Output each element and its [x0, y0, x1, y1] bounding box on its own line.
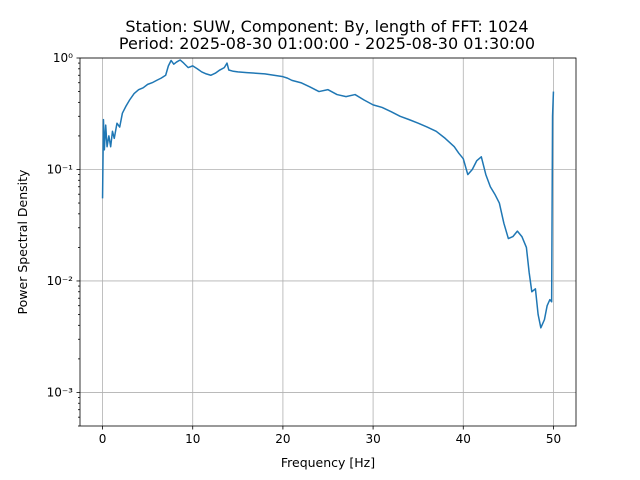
- y-tick-label: 10⁻²: [47, 274, 74, 288]
- x-axis-label: Frequency [Hz]: [281, 455, 375, 470]
- x-tick-label: 10: [185, 432, 200, 446]
- grid: [80, 57, 576, 426]
- plot-frame: [79, 57, 577, 427]
- y-tick-label: 10⁻³: [47, 385, 74, 399]
- y-tick-label: 10⁰: [53, 51, 73, 65]
- chart-title: Station: SUW, Component: By, length of F…: [125, 17, 528, 36]
- y-axis-label: Power Spectral Density: [15, 169, 30, 314]
- x-tick-label: 0: [99, 432, 107, 446]
- chart-subtitle: Period: 2025-08-30 01:00:00 - 2025-08-30…: [119, 34, 535, 53]
- x-tick-label: 50: [546, 432, 561, 446]
- x-tick-label: 30: [365, 432, 380, 446]
- y-tick-label: 10⁻¹: [47, 162, 74, 176]
- psd-series-line: [101, 59, 555, 329]
- axis-ticks: 0 10 20 30 40 50 10⁻³ 10⁻² 10⁻¹ 10⁰: [47, 51, 562, 446]
- x-tick-label: 20: [275, 432, 290, 446]
- x-tick-label: 40: [456, 432, 471, 446]
